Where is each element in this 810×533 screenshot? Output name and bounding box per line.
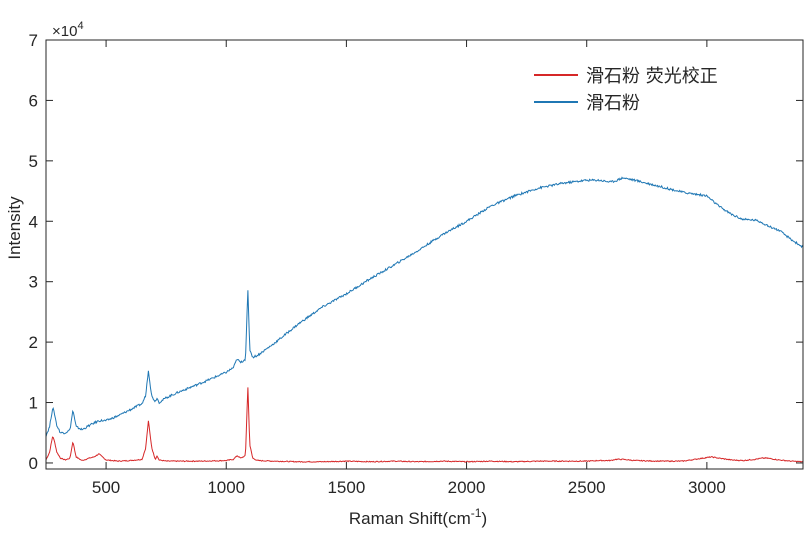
x-axis-label: Raman Shift(cm-1)	[349, 506, 487, 528]
x-tick-label: 2500	[568, 478, 606, 497]
y-axis-ticks: 0 1 2 3 4 5 6 7	[29, 31, 803, 473]
y-tick-label: 1	[29, 394, 38, 413]
y-tick-label: 5	[29, 152, 38, 171]
series-line-1	[45, 176, 804, 437]
series-layer	[45, 176, 804, 463]
x-tick-label: 3000	[688, 478, 726, 497]
legend-label-series-0: 滑石粉 荧光校正	[586, 66, 718, 87]
x-tick-label: 2000	[448, 478, 486, 497]
x-tick-label: 1000	[207, 478, 245, 497]
y-tick-label: 7	[29, 31, 38, 50]
y-axis-label: Intensity	[5, 196, 24, 260]
x-axis-ticks: 500 1000 1500 2000 2500 3000	[92, 40, 726, 497]
legend-label-series-1: 滑石粉	[586, 93, 640, 114]
plot-area-frame	[45, 39, 804, 470]
y-tick-label: 4	[29, 212, 38, 231]
x-tick-label: 1500	[327, 478, 365, 497]
y-axis-multiplier: ×104	[52, 20, 84, 40]
x-tick-label: 500	[92, 478, 120, 497]
y-tick-label: 3	[29, 273, 38, 292]
legend: 滑石粉 荧光校正 滑石粉	[534, 66, 718, 114]
y-tick-label: 2	[29, 333, 38, 352]
y-tick-label: 6	[29, 91, 38, 110]
plot-area-background	[46, 40, 803, 469]
series-line-0	[45, 387, 804, 463]
y-tick-label: 0	[29, 454, 38, 473]
